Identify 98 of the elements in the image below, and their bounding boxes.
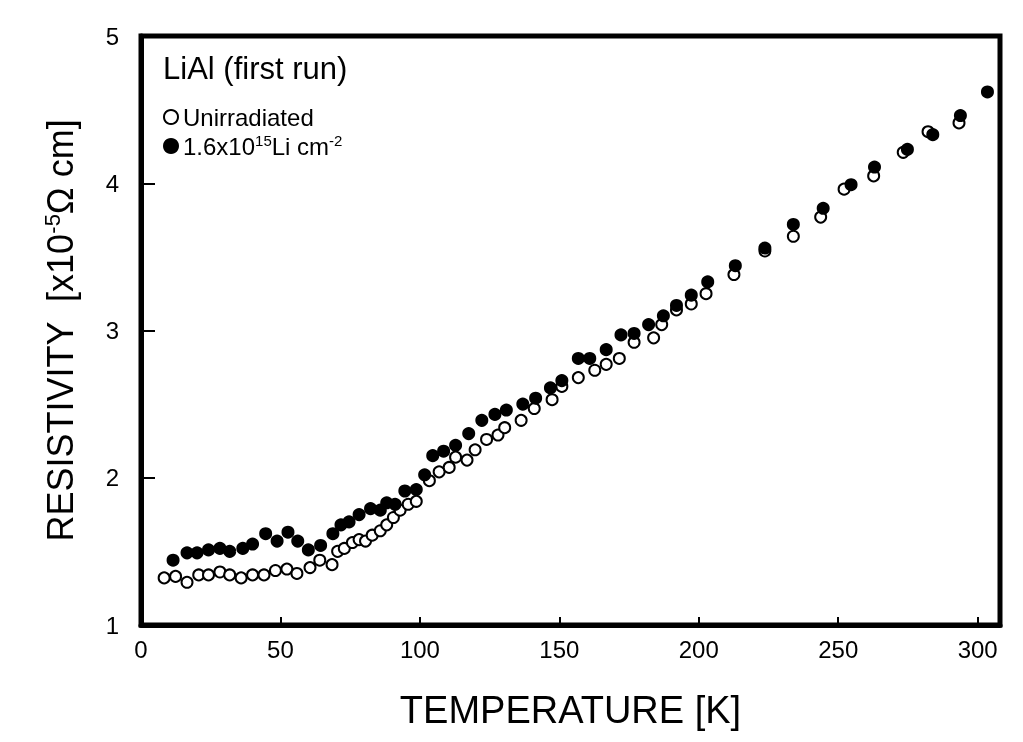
y-tick-label: 2 xyxy=(105,464,119,492)
point xyxy=(656,309,670,323)
point xyxy=(166,553,180,567)
point xyxy=(516,397,530,411)
point xyxy=(588,363,602,377)
point xyxy=(460,453,474,467)
point xyxy=(180,575,194,589)
point xyxy=(257,568,271,582)
point xyxy=(432,465,446,479)
point xyxy=(627,326,641,340)
point xyxy=(169,569,183,583)
point xyxy=(701,275,715,289)
point xyxy=(647,331,661,345)
point xyxy=(314,538,328,552)
point xyxy=(555,374,569,388)
y-axis-title: RESISTIVITY [x10-5Ω cm] xyxy=(39,119,81,542)
point xyxy=(449,438,463,452)
point xyxy=(543,381,557,395)
point xyxy=(437,444,451,458)
point xyxy=(480,432,494,446)
point xyxy=(599,357,613,371)
point xyxy=(426,449,440,463)
x-axis-title: TEMPERATURE [K] xyxy=(399,689,742,731)
point xyxy=(475,413,489,427)
y-tick-label: 1 xyxy=(105,611,119,639)
point xyxy=(388,497,402,511)
legend-label: Unirradiated xyxy=(183,103,314,131)
y-tick-label: 3 xyxy=(105,317,119,344)
point xyxy=(246,568,260,582)
point xyxy=(291,534,305,548)
point xyxy=(409,494,423,508)
point xyxy=(844,178,858,192)
point xyxy=(157,571,171,585)
point xyxy=(281,525,295,539)
point xyxy=(303,561,317,575)
point xyxy=(325,558,339,572)
point xyxy=(398,484,412,498)
point xyxy=(290,566,304,580)
point xyxy=(246,537,260,551)
point xyxy=(352,508,366,522)
point xyxy=(684,288,698,302)
point xyxy=(900,142,914,156)
point xyxy=(527,402,541,416)
point xyxy=(223,544,237,558)
point xyxy=(488,407,502,421)
x-tick-label: 100 xyxy=(399,635,440,663)
point xyxy=(462,427,476,441)
point xyxy=(499,403,513,417)
y-tick-label: 5 xyxy=(105,22,119,50)
point xyxy=(234,571,248,585)
legend-title: LiAl (first run) xyxy=(163,51,348,86)
point xyxy=(236,541,250,555)
x-tick-label: 250 xyxy=(818,635,859,663)
point xyxy=(418,468,432,482)
point xyxy=(259,527,273,541)
point xyxy=(449,450,463,464)
y-tick-label: 4 xyxy=(105,169,119,197)
point xyxy=(642,318,656,332)
point xyxy=(583,351,597,365)
point xyxy=(268,564,282,578)
point xyxy=(571,351,585,365)
x-tick-label: 0 xyxy=(134,635,148,663)
point xyxy=(953,109,967,123)
point xyxy=(202,568,215,582)
point xyxy=(270,534,284,548)
point xyxy=(223,568,237,582)
point xyxy=(468,443,482,457)
point xyxy=(529,391,543,405)
point xyxy=(442,460,456,474)
point xyxy=(545,393,559,407)
point xyxy=(337,541,351,555)
point xyxy=(498,421,512,435)
point xyxy=(980,85,994,99)
point xyxy=(614,328,628,342)
point xyxy=(868,160,881,174)
point xyxy=(728,259,742,273)
point xyxy=(926,128,940,142)
point xyxy=(280,562,294,576)
point xyxy=(571,371,585,385)
point xyxy=(514,413,528,427)
point xyxy=(301,543,315,557)
point xyxy=(190,546,204,560)
x-tick-label: 50 xyxy=(267,635,294,663)
point xyxy=(816,201,830,215)
x-tick-label: 150 xyxy=(539,635,580,663)
point xyxy=(326,527,340,541)
point xyxy=(599,343,613,357)
point xyxy=(342,515,356,529)
point xyxy=(786,229,800,243)
x-tick-label: 300 xyxy=(957,635,998,663)
x-tick-label: 200 xyxy=(678,635,719,663)
point xyxy=(409,483,423,497)
point xyxy=(669,298,683,312)
point xyxy=(699,287,713,301)
point xyxy=(313,553,327,567)
point xyxy=(612,351,626,365)
point xyxy=(786,217,800,231)
point xyxy=(202,543,215,557)
